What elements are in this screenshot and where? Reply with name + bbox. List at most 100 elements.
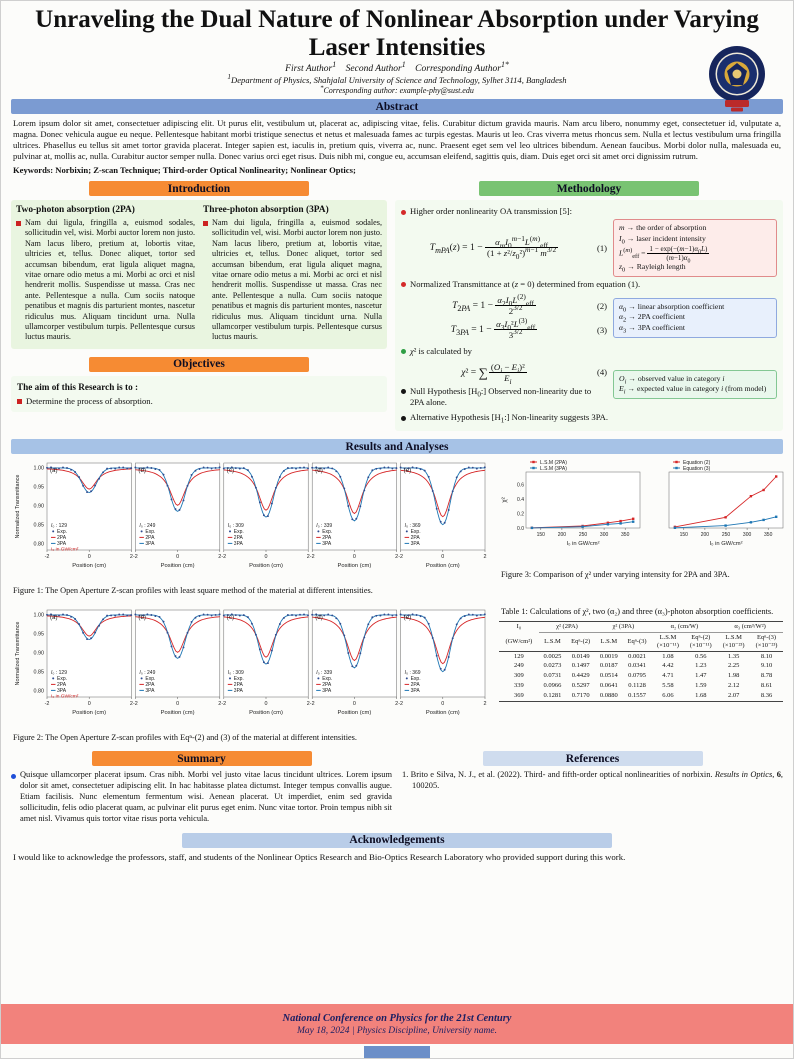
notebox-parameters: m → the order of absorption I0 → laser i… xyxy=(613,219,777,277)
svg-text:-2: -2 xyxy=(133,554,138,560)
page-title: Unraveling the Dual Nature of Nonlinear … xyxy=(35,6,759,61)
methodology-bullet-5: Alternative Hypothesis [H1:] Non-lineari… xyxy=(401,412,777,425)
svg-text:Position (cm): Position (cm) xyxy=(337,563,371,569)
svg-text:Exp.: Exp. xyxy=(234,530,244,536)
svg-text:2PA: 2PA xyxy=(234,682,244,688)
notebox-line: α2 → 2PA coefficient xyxy=(619,312,685,324)
table1-title: Table 1: Calculations of χ², two (α₂) an… xyxy=(501,606,774,616)
svg-text:300: 300 xyxy=(743,532,752,538)
svg-text:Exp.: Exp. xyxy=(57,530,67,536)
svg-text:250: 250 xyxy=(722,532,731,538)
notebox-coefficients: α0 → linear absorption coefficient α2 → … xyxy=(613,297,777,338)
figure2-caption: Figure 2: The Open Aperture Z-scan profi… xyxy=(13,732,357,742)
bullet-dot-icon xyxy=(401,389,406,395)
svg-text:I₀ : 369: I₀ : 369 xyxy=(405,670,421,676)
notebox-line: α3 → 3PA coefficient xyxy=(619,323,685,335)
svg-text:Position (cm): Position (cm) xyxy=(72,710,106,716)
acknowledgements-section: Acknowledgements I would like to acknowl… xyxy=(11,832,783,862)
university-logo-icon xyxy=(707,45,767,113)
keywords-line: Keywords: Norbixin; Z-scan Technique; Th… xyxy=(13,165,356,175)
svg-text:(e): (e) xyxy=(404,614,412,621)
intro-col-2pa: Two-photon absorption (2PA) Nam dui ligu… xyxy=(16,205,195,343)
summary-text: Quisque ullamcorper placerat ipsum. Cras… xyxy=(20,770,392,823)
notebox-line: z0 → Rayleigh length xyxy=(619,261,686,274)
bullet-dot-icon xyxy=(401,349,406,354)
affiliation-line: 1Department of Physics, Shahjalal Univer… xyxy=(227,73,567,85)
intro-2pa-title: Two-photon absorption (2PA) xyxy=(16,205,135,215)
svg-text:-2: -2 xyxy=(310,554,315,560)
figure3-caption: Figure 3: Comparison of χ² under varying… xyxy=(501,570,730,580)
equation-3: T3PA = 1 − α3I0²L(3)eff 33/2 (3) xyxy=(401,317,607,340)
svg-text:Position (cm): Position (cm) xyxy=(161,710,195,716)
intro-3pa-title: Three-photon absorption (3PA) xyxy=(203,205,329,215)
intro-col-3pa: Three-photon absorption (3PA) Nam dui li… xyxy=(203,205,382,343)
intro-3pa-text: Nam dui ligula, fringilla a, euismod sod… xyxy=(212,218,382,342)
svg-text:I₀ in GW/cm²: I₀ in GW/cm² xyxy=(710,541,743,547)
svg-text:(e): (e) xyxy=(404,467,412,474)
svg-text:3PA: 3PA xyxy=(145,688,155,694)
objectives-bullet: Determine the process of absorption. xyxy=(26,395,153,406)
equation-4-body: χ² = ∑ (Oi − Ei)² Ei xyxy=(461,361,527,386)
svg-text:0.85: 0.85 xyxy=(34,669,45,675)
methodology-bullet-2: Normalized Transmittance at (z = 0) dete… xyxy=(401,279,777,290)
svg-text:2PA: 2PA xyxy=(145,536,155,542)
equation-1-body: TmPA(z) = 1 − αmI0m−1L(m)eff (1 + z²/z0²)… xyxy=(429,234,559,262)
svg-text:2: 2 xyxy=(395,554,398,560)
notebox-line: I0 → laser incident intensity xyxy=(619,233,706,246)
methodology-bullet-3: χ² is calculated by xyxy=(401,346,777,357)
footer-tab-decoration xyxy=(364,1046,430,1058)
objectives-panel: The aim of this Research is to : Determi… xyxy=(11,375,387,412)
svg-text:0: 0 xyxy=(88,701,91,707)
objectives-header: Objectives xyxy=(89,356,309,372)
svg-text:I₀ : 129: I₀ : 129 xyxy=(51,670,67,676)
svg-text:0.95: 0.95 xyxy=(34,485,45,491)
equation-2: T2PA = 1 − α2I0L(2)eff 23/2 (2) xyxy=(401,293,607,316)
svg-text:0: 0 xyxy=(265,701,268,707)
svg-text:I₀ : 339: I₀ : 339 xyxy=(316,670,332,676)
svg-text:0.90: 0.90 xyxy=(34,504,45,510)
svg-text:-2: -2 xyxy=(310,701,315,707)
svg-text:Equation (2): Equation (2) xyxy=(683,460,711,466)
notebox-line: Ei → expected value in category i (from … xyxy=(619,384,767,397)
svg-text:0: 0 xyxy=(176,554,179,560)
svg-text:-2: -2 xyxy=(45,554,50,560)
svg-text:Position (cm): Position (cm) xyxy=(249,710,283,716)
figure2-zscan-chart: Normalized Transmittance 1.00 0.95 0.90 0.85… xyxy=(11,605,489,732)
svg-text:0.95: 0.95 xyxy=(34,631,45,637)
notebox-line: m → the order of absorption xyxy=(619,223,707,233)
svg-text:Normalized Transmittance: Normalized Transmittance xyxy=(15,475,21,539)
svg-text:Equation (3): Equation (3) xyxy=(683,466,711,472)
svg-text:χ²: χ² xyxy=(501,497,508,503)
svg-text:I₀ : 129: I₀ : 129 xyxy=(51,523,67,529)
svg-text:-2: -2 xyxy=(133,701,138,707)
bullet-dot-icon xyxy=(401,415,406,421)
svg-text:2PA: 2PA xyxy=(57,682,67,688)
svg-text:Position (cm): Position (cm) xyxy=(426,710,460,716)
svg-text:200: 200 xyxy=(701,532,710,538)
svg-text:150: 150 xyxy=(537,532,546,538)
svg-text:Exp.: Exp. xyxy=(57,676,67,682)
svg-text:3PA: 3PA xyxy=(322,688,332,694)
methodology-bullet-1: Higher order nonlinearity OA transmissio… xyxy=(401,206,777,217)
introduction-header: Introduction xyxy=(89,181,309,196)
svg-text:Exp.: Exp. xyxy=(322,530,332,536)
svg-text:0: 0 xyxy=(441,701,444,707)
svg-text:Position (cm): Position (cm) xyxy=(426,563,460,569)
svg-text:3PA: 3PA xyxy=(234,542,244,548)
svg-text:200: 200 xyxy=(558,532,567,538)
figure3-chi2-chart: χ² 0.0 0.2 0.4 0.6 L.S.M (2PA) L.S.M (3PA) 150 2… xyxy=(499,458,784,569)
svg-text:2PA: 2PA xyxy=(57,536,67,542)
svg-text:Exp.: Exp. xyxy=(234,676,244,682)
svg-text:Position (cm): Position (cm) xyxy=(249,563,283,569)
svg-text:3PA: 3PA xyxy=(145,542,155,548)
reference-item: 1. Brito e Silva, N. J., et al. (2022). … xyxy=(402,770,783,791)
svg-text:1.00: 1.00 xyxy=(34,613,45,619)
bullet-dot-icon xyxy=(401,209,406,215)
abstract-text: Lorem ipsum dolor sit amet, consectetuer… xyxy=(13,118,781,161)
svg-text:0: 0 xyxy=(176,701,179,707)
svg-text:-2: -2 xyxy=(398,554,403,560)
svg-text:0.80: 0.80 xyxy=(34,542,45,548)
svg-text:Exp.: Exp. xyxy=(322,676,332,682)
svg-text:2: 2 xyxy=(484,701,487,707)
svg-text:L.S.M (3PA): L.S.M (3PA) xyxy=(540,466,567,472)
